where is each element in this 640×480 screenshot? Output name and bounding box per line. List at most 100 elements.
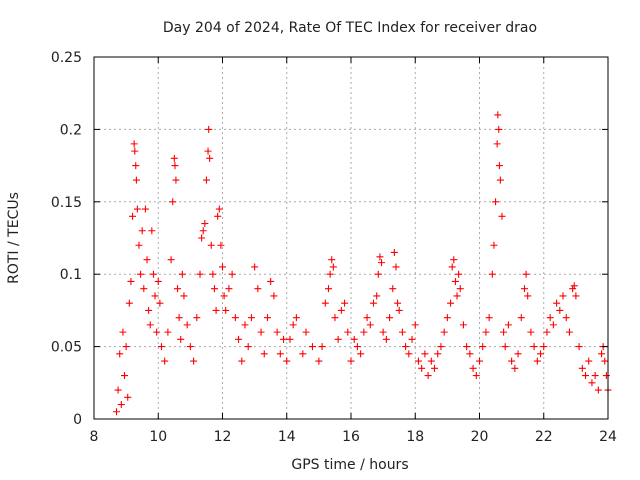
x-tick-label: 8 [90, 429, 99, 445]
data-point [408, 335, 416, 343]
data-point [602, 372, 610, 380]
data-point [549, 321, 557, 329]
data-point [124, 393, 132, 401]
data-point [172, 176, 180, 184]
data-point [392, 263, 400, 271]
data-point [247, 314, 255, 322]
grid [94, 57, 608, 419]
data-point [569, 285, 577, 293]
data-point [286, 335, 294, 343]
data-point [190, 357, 198, 365]
data-point [225, 285, 233, 293]
data-point [299, 350, 307, 358]
data-point [161, 357, 169, 365]
data-point [411, 321, 419, 329]
data-point [498, 212, 506, 220]
data-point [329, 263, 337, 271]
data-point [251, 263, 259, 271]
data-point [270, 292, 278, 300]
data-point [143, 256, 151, 264]
data-point [488, 270, 496, 278]
data-point [119, 328, 127, 336]
data-point [341, 299, 349, 307]
data-point [171, 162, 179, 170]
data-point [382, 335, 390, 343]
x-tick-label: 12 [214, 429, 232, 445]
data-point [437, 343, 445, 351]
data-point [463, 343, 471, 351]
data-point [149, 270, 157, 278]
data-point [318, 343, 326, 351]
data-point [315, 357, 323, 365]
data-point [448, 263, 456, 271]
data-point [494, 111, 502, 119]
data-point [492, 198, 500, 206]
data-point [174, 285, 182, 293]
axis-ticks: 8 10 12 14 16 18 20 22 24 0 0.05 0.1 0.15 0.2 0.25 [51, 50, 617, 445]
data-point [533, 357, 541, 365]
data-point [374, 270, 382, 278]
y-tick-label: 0 [73, 412, 82, 428]
data-point [540, 343, 548, 351]
x-tick-label: 10 [149, 429, 167, 445]
data-point [130, 140, 138, 148]
data-point [244, 343, 252, 351]
data-point [570, 282, 578, 290]
data-point [357, 350, 365, 358]
data-point [263, 314, 271, 322]
data-point [133, 205, 141, 213]
data-point [302, 328, 310, 336]
data-point [222, 306, 230, 314]
data-point [450, 256, 458, 264]
data-point [514, 350, 522, 358]
data-point [228, 270, 236, 278]
data-point [202, 176, 210, 184]
data-point [169, 198, 177, 206]
data-point [196, 270, 204, 278]
data-point [170, 154, 178, 162]
data-point [164, 328, 172, 336]
data-point [214, 212, 222, 220]
data-point [112, 408, 120, 416]
data-point [131, 147, 139, 155]
data-point [373, 292, 381, 300]
data-point [117, 401, 125, 409]
data-point [588, 379, 596, 387]
data-point [398, 328, 406, 336]
data-point [156, 299, 164, 307]
data-point [326, 270, 334, 278]
data-point [565, 328, 573, 336]
data-point [378, 259, 386, 267]
data-point [204, 147, 212, 155]
data-point [572, 292, 580, 300]
data-point [157, 343, 165, 351]
x-tick-label: 20 [471, 429, 489, 445]
data-point [183, 321, 191, 329]
data-point [520, 285, 528, 293]
data-point [289, 321, 297, 329]
data-point [496, 176, 504, 184]
data-point [390, 248, 398, 256]
data-point [524, 292, 532, 300]
data-point [145, 306, 153, 314]
data-point [325, 285, 333, 293]
data-point [140, 285, 148, 293]
data-point [476, 357, 483, 365]
data-point [198, 234, 206, 242]
data-point [598, 350, 606, 358]
data-point [260, 350, 268, 358]
data-point [469, 364, 477, 372]
x-tick-label: 16 [342, 429, 360, 445]
data-point [135, 241, 143, 249]
data-point [427, 357, 435, 365]
data-point [443, 314, 451, 322]
data-point [431, 364, 439, 372]
data-point [350, 335, 358, 343]
data-point [231, 314, 239, 322]
data-point [201, 220, 209, 228]
data-point [132, 162, 140, 170]
data-point [546, 314, 554, 322]
data-point [601, 357, 609, 365]
data-point [479, 343, 487, 351]
